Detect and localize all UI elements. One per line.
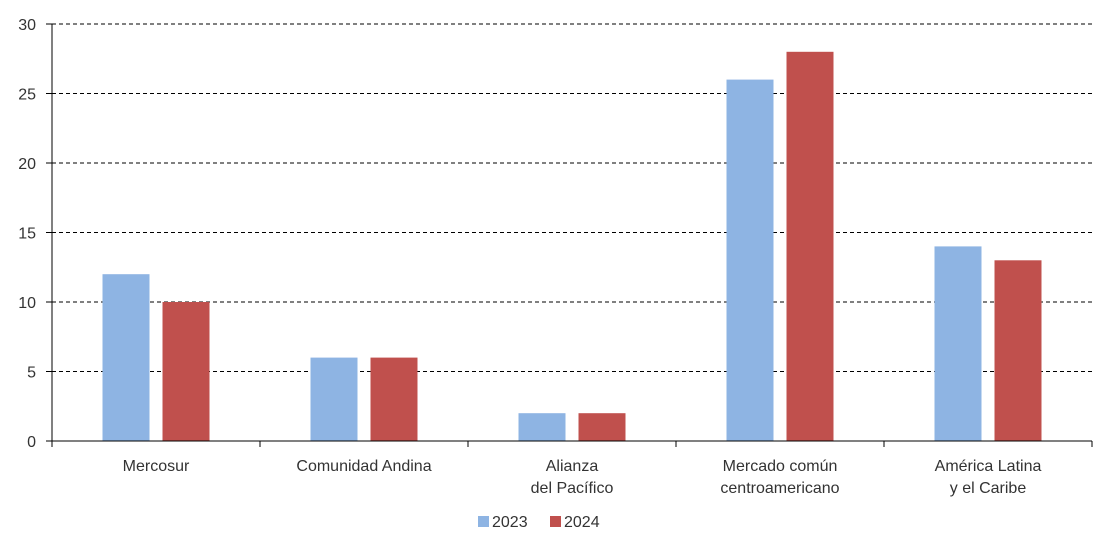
category-label-line: del Pacífico — [531, 480, 614, 497]
y-tick-label: 15 — [18, 226, 36, 243]
category-label-line: y el Caribe — [950, 480, 1027, 497]
legend: 2023 2024 — [478, 514, 600, 531]
y-tick-label: 5 — [27, 365, 36, 382]
category-label-line: Comunidad Andina — [296, 458, 431, 475]
bar-2023 — [102, 274, 150, 441]
category-label: Mercado común centroamericano — [720, 458, 839, 497]
legend-swatch-2023 — [478, 516, 489, 527]
category-label-line: centroamericano — [720, 480, 839, 497]
y-tick-label: 20 — [18, 156, 36, 173]
bar-2024 — [994, 260, 1042, 441]
category-label-line: Mercosur — [123, 458, 190, 475]
bar-2023 — [310, 357, 358, 441]
bars — [102, 51, 1042, 442]
y-tick-label: 10 — [18, 295, 36, 312]
legend-label-2024: 2024 — [564, 514, 600, 531]
category-label: Alianza del Pacífico — [531, 458, 614, 497]
y-tick-label: 25 — [18, 87, 36, 104]
category-label: Mercosur — [123, 458, 190, 475]
y-tick-label: 30 — [18, 17, 36, 34]
legend-label-2023: 2023 — [492, 514, 528, 531]
gridlines — [52, 23, 1092, 372]
category-label-line: Alianza — [546, 458, 599, 475]
bar-2023 — [726, 79, 774, 441]
y-tick-label: 0 — [27, 434, 36, 451]
category-label-line: América Latina — [935, 458, 1042, 475]
category-label: América Latina y el Caribe — [935, 458, 1042, 497]
bar-2024 — [578, 413, 626, 441]
bar-2023 — [934, 246, 982, 441]
bar-2024 — [786, 51, 834, 442]
y-tick-labels: 0 5 10 15 20 25 30 — [18, 17, 36, 451]
category-labels: Mercosur Comunidad Andina Alianza del Pacíf… — [123, 458, 1042, 497]
bar-2023 — [518, 413, 566, 441]
category-label-line: Mercado común — [723, 458, 838, 475]
bar-2024 — [162, 302, 210, 441]
axes — [46, 23, 1093, 447]
bar-2024 — [370, 357, 418, 441]
category-label: Comunidad Andina — [296, 458, 431, 475]
legend-swatch-2024 — [550, 516, 561, 527]
